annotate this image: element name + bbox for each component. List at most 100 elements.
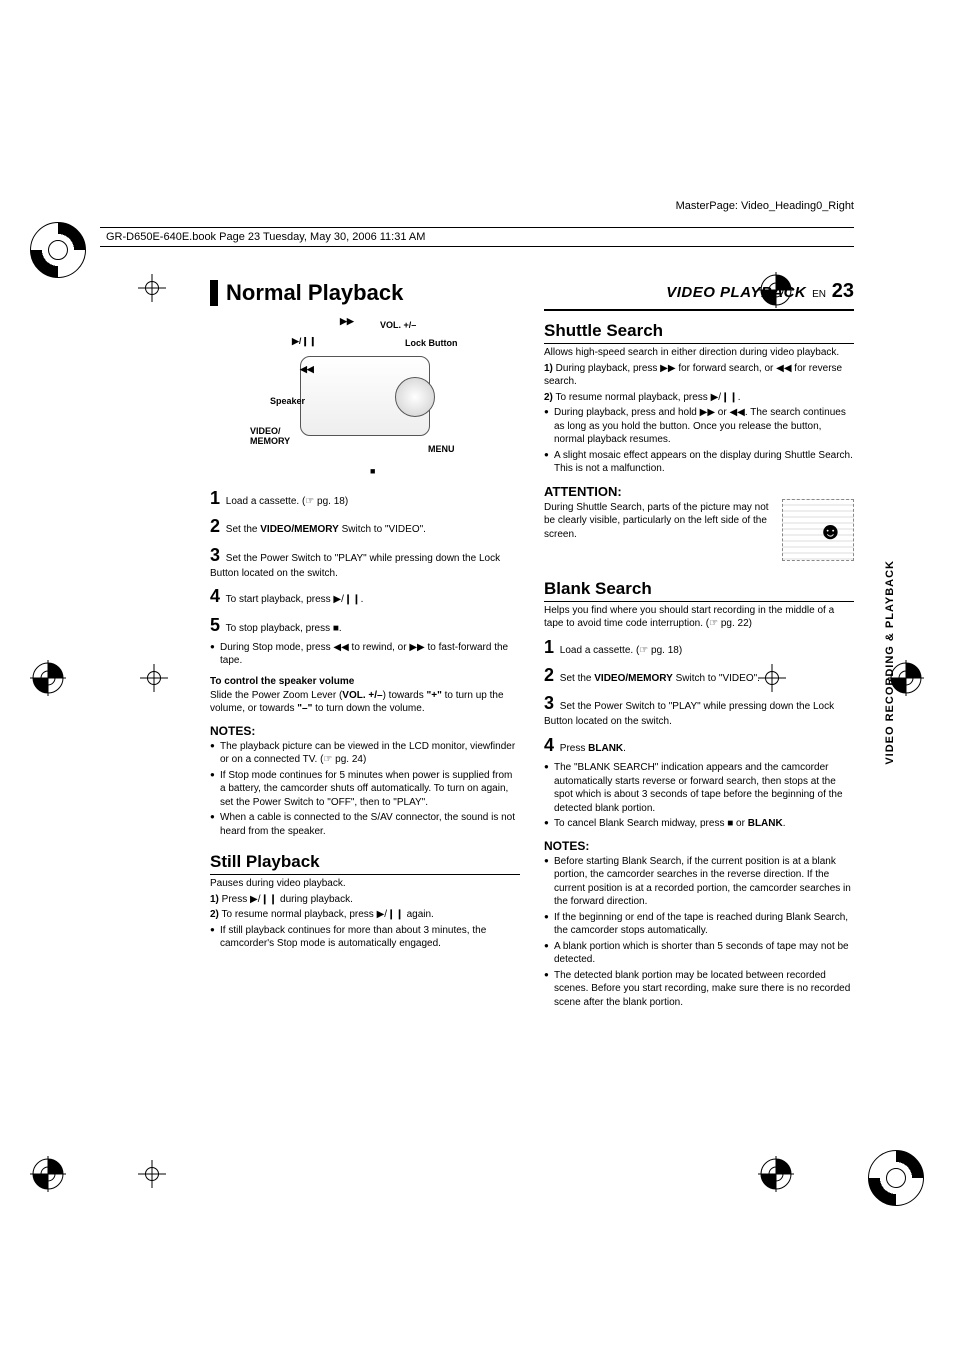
stop-icon-label: ■ [370,466,375,476]
attention-block: During Shuttle Search, parts of the pict… [544,499,854,565]
text: To resume normal playback, press ▶/❙❙ ag… [219,909,434,920]
step-number: 1 [210,488,220,508]
play-pause-icon-label: ▶/❙❙ [292,336,317,347]
notes-heading: NOTES: [544,839,854,853]
list-item: If Stop mode continues for 5 minutes whe… [210,769,520,810]
masterpage-label: MasterPage: Video_Heading0_Right [676,200,854,212]
blank-step-3: 3 Set the Power Switch to "PLAY" while p… [544,691,854,729]
offset-disc-icon [868,1150,924,1206]
bold: BLANK [748,818,783,829]
text: Slide the Power Zoom Lever ( [210,690,342,701]
right-column: VIDEO PLAYBACK EN 23 Shuttle Search Allo… [544,280,854,1011]
list-item: To cancel Blank Search midway, press ■ o… [544,817,854,831]
bold: "+" [426,690,441,701]
step-1: 1 Load a cassette. (☞ pg. 18) [210,486,520,510]
shuttle-step-1: 1) During playback, press ▶▶ for forward… [544,362,854,389]
step-text: Set the [557,673,594,684]
step-text: Press [557,743,588,754]
attention-heading: ATTENTION: [544,484,854,499]
list-item: A slight mosaic effect appears on the di… [544,449,854,476]
header-rule [544,309,854,311]
still-intro: Pauses during video playback. [210,877,520,891]
book-header-line: GR-D650E-640E.book Page 23 Tuesday, May … [100,227,854,247]
shuttle-intro: Allows high-speed search in either direc… [544,346,854,360]
page-number: 23 [832,280,854,302]
shuttle-step-2: 2) To resume normal playback, press ▶/❙❙… [544,391,854,405]
page-header: VIDEO PLAYBACK EN 23 [544,280,854,303]
step-text: Set the [223,524,260,535]
step-text: Set the Power Switch to "PLAY" while pre… [544,701,834,727]
list-item: If the beginning or end of the tape is r… [544,911,854,938]
page: MasterPage: Video_Heading0_Right GR-D650… [0,0,954,1071]
step-bold: VIDEO/MEMORY [260,524,339,535]
notes-list: The playback picture can be viewed in th… [210,740,520,839]
list-item: When a cable is connected to the S/AV co… [210,811,520,838]
volume-subheading: To control the speaker volume [210,676,520,687]
list-item: The playback picture can be viewed in th… [210,740,520,767]
blank-mid-list: The "BLANK SEARCH" indication appears an… [544,761,854,831]
bold: 1) [544,363,553,374]
speaker-label: Speaker [270,396,305,406]
crosshair-icon [138,1160,166,1188]
heading-normal-playback: Normal Playback [210,280,520,306]
heading-shuttle-search: Shuttle Search [544,321,854,344]
heading-still-playback: Still Playback [210,852,520,875]
step-number: 2 [210,516,220,536]
content-columns: Normal Playback ▶▶ VOL. +/– ▶/❙❙ Lock Bu… [210,280,854,1011]
bold: 1) [210,894,219,905]
list-item: The detected blank portion may be locate… [544,969,854,1010]
step-text: To stop playback, press ■. [223,623,342,634]
ff-icon-label: ▶▶ [340,316,354,327]
text: to turn down the volume. [312,703,424,714]
step-text: . [623,743,626,754]
text: To resume normal playback, press ▶/❙❙. [553,392,741,403]
bold: "–" [297,703,312,714]
text: Press ▶/❙❙ during playback. [219,894,353,905]
step-text: Switch to "VIDEO". [673,673,760,684]
notes-heading: NOTES: [210,724,520,738]
bold: 2) [544,392,553,403]
left-column: Normal Playback ▶▶ VOL. +/– ▶/❙❙ Lock Bu… [210,280,520,1011]
step-number: 4 [544,735,554,755]
heading-blank-search: Blank Search [544,579,854,602]
crosshair-icon [138,274,166,302]
text: ) towards [383,690,427,701]
offset-disc-icon [30,222,86,278]
list-item: If still playback continues for more tha… [210,924,520,951]
blank-intro: Helps you find where you should start re… [544,604,854,631]
list-item: A blank portion which is shorter than 5 … [544,940,854,967]
text: During playback, press ▶▶ for forward se… [544,363,842,388]
text: To cancel Blank Search midway, press ■ o… [554,818,748,829]
blank-step-1: 1 Load a cassette. (☞ pg. 18) [544,635,854,659]
bold: VOL. +/– [342,690,382,701]
step-bold: VIDEO/MEMORY [594,673,673,684]
step-text: Load a cassette. (☞ pg. 18) [223,496,348,507]
camcorder-diagram: ▶▶ VOL. +/– ▶/❙❙ Lock Button ◀◀ Speaker … [250,316,480,476]
bold: 2) [210,909,219,920]
registration-mark-icon [758,272,794,308]
blank-notes-list: Before starting Blank Search, if the cur… [544,855,854,1010]
vol-label: VOL. +/– [380,320,416,330]
camera-body-shape [300,356,430,436]
step-text: To start playback, press ▶/❙❙. [223,594,363,605]
list-item: During playback, press and hold ▶▶ or ◀◀… [544,406,854,447]
lock-button-label: Lock Button [405,338,458,348]
list-item: During Stop mode, press ◀◀ to rewind, or… [210,641,520,668]
attention-illustration [782,499,854,561]
volume-paragraph: Slide the Power Zoom Lever (VOL. +/–) to… [210,689,520,716]
step-2: 2 Set the VIDEO/MEMORY Switch to "VIDEO"… [210,514,520,538]
list-item: The "BLANK SEARCH" indication appears an… [544,761,854,815]
step-text: Load a cassette. (☞ pg. 18) [557,645,682,656]
shuttle-notes-list: During playback, press and hold ▶▶ or ◀◀… [544,406,854,476]
text: . [783,818,786,829]
step-number: 3 [210,545,220,565]
rew-icon-label: ◀◀ [300,364,314,375]
step-bold: BLANK [588,743,623,754]
step-4: 4 To start playback, press ▶/❙❙. [210,584,520,608]
blank-step-4: 4 Press BLANK. [544,733,854,757]
registration-mark-icon [758,1156,794,1192]
step-number: 3 [544,693,554,713]
step-number: 1 [544,637,554,657]
still-step-2: 2) To resume normal playback, press ▶/❙❙… [210,908,520,922]
crosshair-icon [140,664,168,692]
